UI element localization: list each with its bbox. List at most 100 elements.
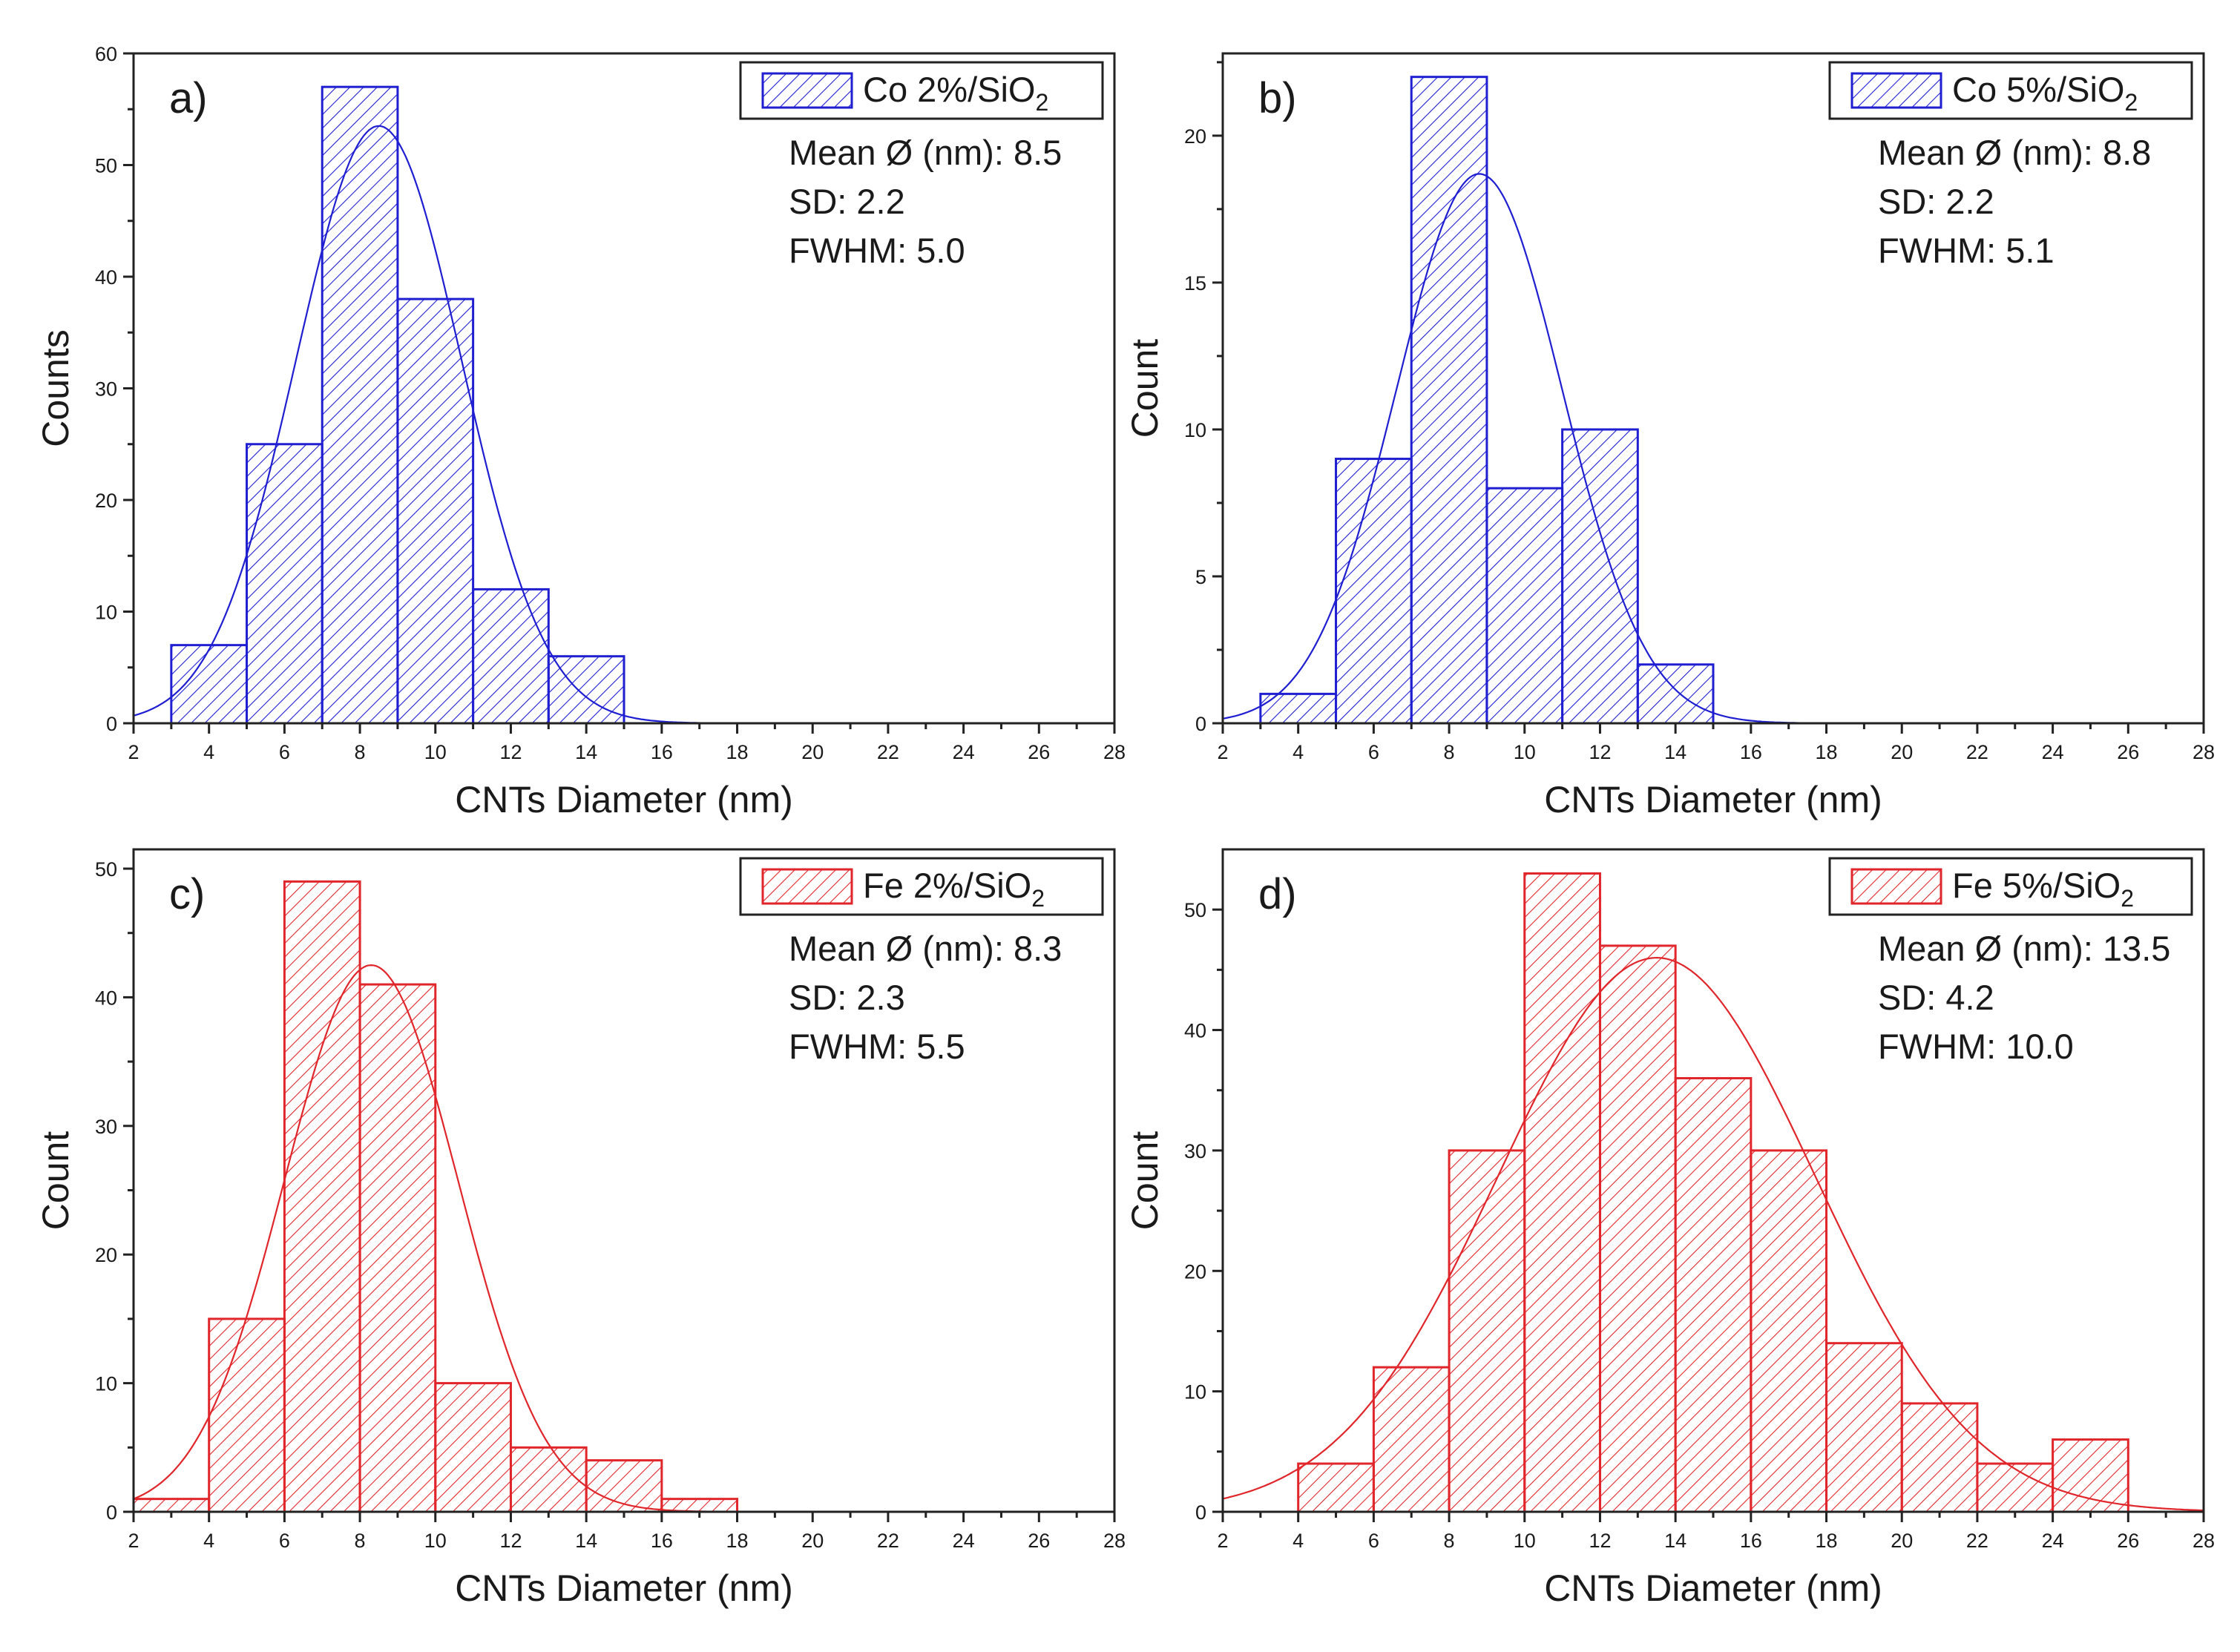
stats-line: SD: 2.2 [1878,182,1994,221]
y-axis-title: Counts [35,329,76,447]
x-tick-label: 18 [726,741,749,763]
histogram-bar [358,983,437,1513]
x-tick-label: 24 [2042,741,2064,763]
stats-line: Mean Ø (nm): 8.8 [1878,133,2151,172]
histogram-bar [1561,428,1639,725]
histogram-panel-c: 2 4 6 8 10 12 14 16 18 20 22 24 26 2801020304050CNTs … [35,848,1126,1609]
x-tick-label: 26 [2117,741,2139,763]
y-axis-title: Count [1124,1131,1166,1231]
y-tick-label: 10 [95,602,117,624]
x-tick-label: 16 [1740,741,1762,763]
histogram-bar [1750,1149,1828,1513]
x-tick-label: 28 [2193,741,2215,763]
y-tick-label: 20 [95,1244,117,1266]
stats-line: FWHM: 10.0 [1878,1027,2074,1066]
legend-subscript: 2 [2121,885,2134,912]
y-tick-label: 0 [1195,713,1206,735]
histogram-panel-d: 2 4 6 8 10 12 14 16 18 20 22 24 26 2801020304050CNTs … [1124,848,2215,1609]
x-tick-label: 2 [1217,1530,1228,1552]
histogram-bar [132,1498,211,1513]
y-axis-title: Count [35,1131,76,1231]
histogram-bar [1976,1462,2055,1513]
x-tick-label: 18 [726,1530,749,1552]
x-tick-label: 10 [424,741,447,763]
x-tick-label: 10 [1514,1530,1536,1552]
y-tick-label: 30 [1184,1140,1206,1162]
stats-line: Mean Ø (nm): 8.5 [789,133,1062,172]
y-axis-title: Count [1124,339,1166,438]
stats-line: Mean Ø (nm): 13.5 [1878,929,2170,968]
histogram-bar [434,1382,512,1513]
x-tick-label: 4 [203,741,214,763]
legend-label: Fe 5%/SiO2 [1952,866,2134,912]
y-tick-label: 15 [1184,272,1206,294]
x-tick-label: 8 [1444,741,1455,763]
x-tick-label: 12 [1589,741,1611,763]
legend-swatch [761,868,853,905]
x-tick-label: 28 [1103,741,1126,763]
stats-line: FWHM: 5.5 [789,1027,965,1066]
x-axis-title: CNTs Diameter (nm) [1544,779,1882,820]
x-tick-label: 22 [877,741,899,763]
x-tick-label: 14 [1664,741,1686,763]
y-tick-label: 0 [106,713,117,735]
y-tick-label: 20 [95,490,117,512]
x-tick-label: 26 [1028,1530,1050,1552]
x-tick-label: 22 [1966,1530,1988,1552]
histogram-bar [1825,1342,1903,1513]
x-tick-label: 22 [1966,741,1988,763]
stats-line: FWHM: 5.0 [789,231,965,270]
stats-line: Mean Ø (nm): 8.3 [789,929,1062,968]
x-tick-label: 20 [801,1530,824,1552]
y-tick-label: 50 [1184,899,1206,921]
legend-label: Co 5%/SiO2 [1952,70,2138,116]
legend-label: Fe 2%/SiO2 [863,866,1045,912]
histogram-bar [208,1317,286,1513]
legend-swatch [1850,868,1942,905]
x-tick-label: 12 [499,1530,522,1552]
legend-subscript: 2 [1031,885,1045,912]
x-tick-label: 14 [575,741,597,763]
stats-line: FWHM: 5.1 [1878,231,2055,270]
y-tick-label: 50 [95,858,117,881]
histogram-bar [1900,1402,1979,1513]
x-axis-title: CNTs Diameter (nm) [455,779,793,820]
y-tick-label: 40 [1184,1020,1206,1042]
stats-line: SD: 2.2 [789,182,905,221]
legend-swatch [1850,72,1942,109]
x-tick-label: 14 [1664,1530,1686,1552]
x-tick-label: 20 [1891,741,1913,763]
histogram-bar [1297,1462,1375,1513]
x-tick-label: 28 [2193,1530,2215,1552]
x-tick-label: 14 [575,1530,597,1552]
x-tick-label: 12 [1589,1530,1611,1552]
histogram-bar [1523,872,1601,1513]
x-tick-label: 6 [1368,1530,1379,1552]
panel-label: b) [1258,74,1297,122]
y-tick-label: 30 [95,1116,117,1138]
x-tick-label: 2 [128,1530,139,1552]
x-tick-label: 20 [801,741,824,763]
x-tick-label: 24 [953,1530,975,1552]
y-tick-label: 0 [1195,1501,1206,1524]
y-tick-label: 20 [1184,125,1206,148]
histogram-bar [472,588,550,725]
x-tick-label: 4 [1293,741,1304,763]
x-tick-label: 24 [953,741,975,763]
x-tick-label: 16 [1740,1530,1762,1552]
panel-label: d) [1258,870,1297,918]
x-tick-label: 8 [355,741,366,763]
histogram-bar [1598,944,1677,1513]
y-tick-label: 5 [1195,566,1206,588]
histogram-bar [1372,1366,1451,1513]
histogram-bar [1636,663,1715,725]
histogram-bar [547,655,625,725]
y-tick-label: 10 [1184,1381,1206,1403]
legend-subscript: 2 [1035,89,1048,116]
y-tick-label: 0 [106,1501,117,1524]
histogram-panel-a: 2 4 6 8 10 12 14 16 18 20 22 24 26 280102030405060CNT… [35,43,1126,820]
histogram-bar [1335,458,1413,725]
histogram-bar [321,85,399,725]
legend-subscript: 2 [2124,89,2138,116]
